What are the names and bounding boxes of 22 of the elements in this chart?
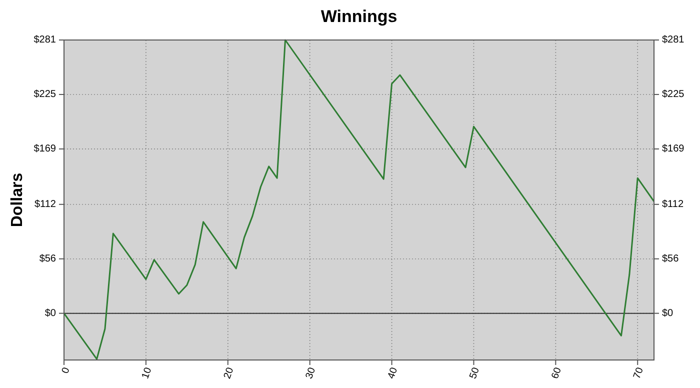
y2-tick-label: $0 — [662, 308, 674, 319]
y-tick-label: $225 — [34, 89, 56, 100]
x-tick-label: 20 — [222, 366, 236, 380]
y-tick-label: $281 — [34, 34, 56, 46]
y-tick-label: $0 — [44, 308, 56, 319]
x-tick-label: 10 — [140, 366, 154, 380]
y-tick-label: $56 — [39, 253, 56, 264]
x-tick-label: 50 — [468, 366, 482, 380]
y2-tick-label: $281 — [662, 34, 685, 46]
x-tick-label: 30 — [304, 366, 318, 380]
chart-title: Winnings — [320, 7, 398, 26]
y2-tick-label: $225 — [662, 89, 685, 100]
y2-tick-label: $56 — [662, 253, 680, 264]
y-tick-label: $112 — [34, 199, 56, 210]
y-axis-title: Dollars — [9, 172, 26, 228]
x-tick-label: 70 — [632, 366, 646, 380]
x-tick-label: 60 — [550, 366, 564, 380]
y-tick-label: $169 — [34, 144, 56, 155]
x-tick-label: 40 — [386, 366, 400, 380]
y2-tick-label: $169 — [662, 144, 685, 155]
y2-tick-label: $112 — [662, 199, 684, 210]
x-tick-label: 0 — [60, 366, 72, 376]
